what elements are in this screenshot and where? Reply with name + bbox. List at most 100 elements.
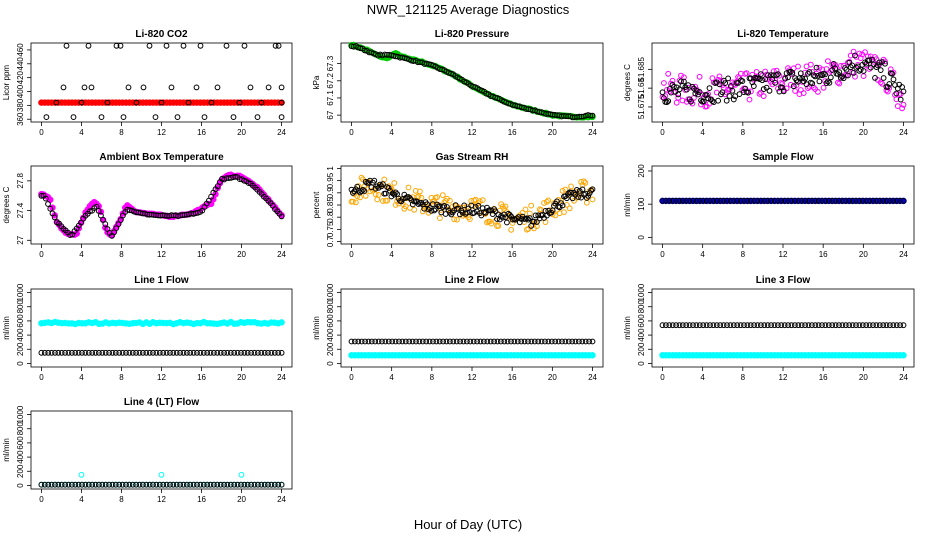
data-point [173, 349, 180, 356]
data-point [822, 198, 829, 204]
data-point [518, 338, 525, 345]
data-point [85, 349, 92, 356]
x-tick-label: 24 [899, 373, 908, 382]
data-point [726, 93, 733, 99]
x-tick-label: 0 [39, 495, 44, 504]
data-point [769, 76, 776, 82]
data-point [173, 481, 180, 488]
data-point [840, 75, 847, 82]
y-tick-label: 67.1 [326, 90, 335, 106]
data-point [409, 201, 416, 208]
data-point [802, 322, 808, 329]
data-point [812, 198, 819, 204]
data-point [184, 481, 190, 488]
data-point [89, 481, 96, 488]
data-point [867, 64, 874, 71]
data-point [524, 215, 530, 222]
data-point [762, 68, 769, 75]
data-point [52, 481, 58, 488]
data-point [874, 62, 881, 69]
data-point [862, 49, 868, 56]
data-point [58, 349, 65, 356]
data-point [659, 322, 666, 329]
data-point [361, 188, 368, 194]
data-point [729, 87, 736, 94]
data-point [194, 349, 200, 356]
data-point [842, 198, 849, 204]
data-point [713, 198, 720, 204]
data-point [478, 212, 485, 219]
y-tick-label: 200 [16, 342, 25, 356]
data-point [900, 352, 907, 359]
data-point [866, 57, 873, 64]
y-tick-label: 0 [16, 361, 25, 366]
y-tick-label: 200 [637, 342, 646, 356]
data-point [392, 189, 399, 196]
data-point [717, 198, 724, 204]
data-point [391, 180, 398, 186]
x-tick-label: 24 [588, 128, 597, 137]
data-point [673, 322, 679, 329]
data-point [271, 349, 278, 356]
data-point [207, 349, 214, 356]
data-point [859, 198, 866, 204]
data-point [754, 322, 761, 329]
data-point [566, 205, 573, 212]
data-point [143, 349, 150, 356]
x-tick-label: 0 [660, 250, 665, 259]
y-tick-label: 440 [16, 57, 25, 71]
data-point [899, 105, 905, 112]
data-point [879, 80, 885, 87]
data-point [569, 195, 576, 202]
chart-panel: Line 1 Flow ml/min 0 4 8 12 16 20 24 0 20040060080… [2, 275, 293, 382]
data-point [112, 349, 119, 356]
x-tick-label: 0 [660, 373, 665, 382]
data-point [411, 206, 418, 213]
y-axis-label: kPa [312, 75, 321, 89]
data-point [412, 188, 419, 194]
data-point [589, 112, 596, 119]
data-point [434, 194, 441, 201]
data-point [782, 75, 788, 82]
data-point [857, 55, 864, 61]
data-point [136, 349, 143, 356]
data-point [825, 322, 832, 329]
data-point [837, 74, 844, 81]
data-point [890, 198, 897, 204]
data-point [894, 103, 901, 109]
data-point [231, 481, 238, 488]
data-point [700, 322, 707, 329]
data-point [38, 192, 45, 199]
data-point [62, 349, 68, 356]
data-point [754, 198, 761, 204]
data-point [665, 70, 672, 77]
y-tick-label: 600 [16, 314, 25, 328]
data-point [504, 338, 511, 345]
data-point [839, 198, 846, 204]
data-point [372, 338, 379, 345]
x-tick-label: 8 [741, 373, 746, 382]
data-point [352, 338, 358, 345]
data-point [792, 198, 798, 204]
x-tick-label: 0 [39, 128, 44, 137]
data-point [41, 349, 48, 356]
data-point [585, 193, 592, 199]
x-tick-label: 4 [79, 250, 84, 259]
data-point [716, 81, 723, 88]
data-point [425, 206, 432, 213]
data-point [772, 77, 779, 84]
data-point [261, 349, 268, 356]
data-point [275, 42, 282, 49]
chart-title: Li-820 CO2 [135, 29, 188, 40]
data-point [78, 99, 85, 106]
data-point [815, 322, 822, 329]
data-point [859, 322, 866, 329]
x-tick-label: 8 [119, 373, 124, 382]
data-point [778, 322, 785, 329]
data-point [768, 322, 774, 329]
data-point [447, 197, 453, 204]
data-point [763, 84, 770, 91]
data-point [563, 202, 570, 208]
data-point [133, 481, 140, 488]
data-point [217, 349, 224, 356]
